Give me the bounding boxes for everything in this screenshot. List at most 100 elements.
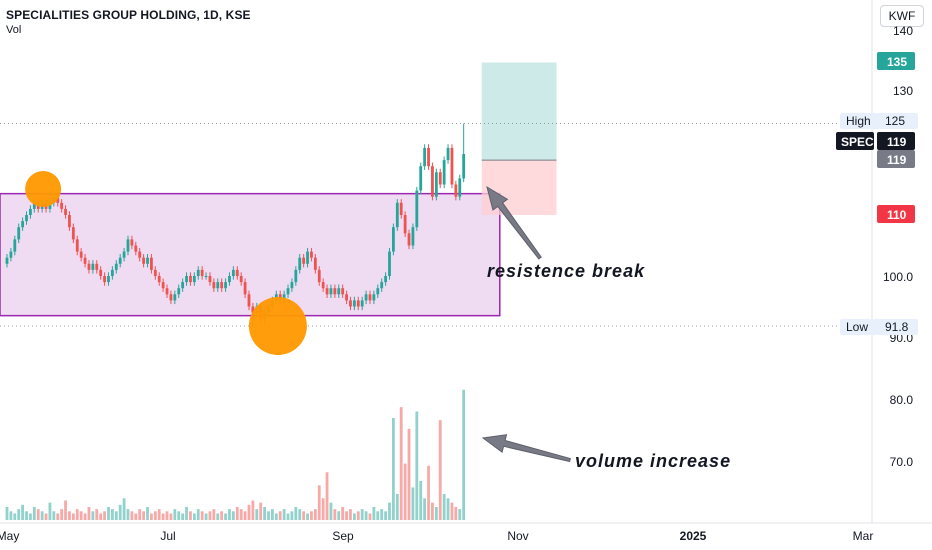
candle xyxy=(423,144,427,170)
candle-body xyxy=(130,239,134,246)
candle xyxy=(403,211,407,237)
candle-body xyxy=(29,208,32,215)
candle-body xyxy=(25,215,28,222)
candle-body xyxy=(79,251,83,258)
candle-body xyxy=(56,196,60,203)
candle xyxy=(294,266,298,286)
price-badge-prev: 119 xyxy=(877,150,915,168)
candle xyxy=(313,254,317,274)
candle-body xyxy=(17,227,21,240)
candle xyxy=(216,278,220,292)
volume-bar xyxy=(380,509,384,520)
volume-bar xyxy=(122,498,126,520)
candle xyxy=(157,272,161,286)
candle xyxy=(118,254,122,268)
candle-body xyxy=(177,288,181,295)
volume-bar xyxy=(220,511,224,520)
volume-bar xyxy=(212,509,216,520)
volume-bar xyxy=(360,509,364,520)
volume-bar xyxy=(337,511,341,520)
volume-bar xyxy=(298,509,302,520)
candle xyxy=(298,254,302,274)
badge-value: 110 xyxy=(887,208,907,222)
volume-bar xyxy=(286,513,290,520)
candle-body xyxy=(423,147,427,167)
candle-body xyxy=(446,147,450,161)
volume-bar xyxy=(68,511,71,520)
volume-bar xyxy=(317,485,321,520)
candle xyxy=(79,247,83,262)
volume-bar xyxy=(75,509,79,520)
candle xyxy=(165,284,169,298)
candle xyxy=(130,235,134,250)
volume-bar xyxy=(388,502,391,520)
candle-body xyxy=(450,147,454,185)
price-badge-high: High 125 xyxy=(840,113,918,129)
candle-body xyxy=(192,276,196,283)
volume-bar xyxy=(192,513,196,520)
y-tick-label: 100.0 xyxy=(883,270,913,284)
candle-body xyxy=(200,269,204,276)
volume-bar xyxy=(150,513,153,520)
volume-bar xyxy=(52,511,56,520)
candle xyxy=(181,278,185,292)
volume-bar xyxy=(419,480,423,520)
candle-body xyxy=(212,282,216,289)
volume-bar xyxy=(247,504,251,520)
candle xyxy=(21,217,25,231)
volume-bar xyxy=(395,493,399,520)
candle-body xyxy=(68,215,71,228)
x-tick-label: 2025 xyxy=(680,529,707,543)
volume-bar xyxy=(310,511,313,520)
volume-bar xyxy=(302,511,306,520)
volume-bar xyxy=(153,511,157,520)
candle xyxy=(458,174,462,201)
volume-bar xyxy=(9,511,13,520)
candle xyxy=(150,254,153,274)
volume-bar xyxy=(99,513,103,520)
candle-body xyxy=(337,288,341,295)
volume-bar xyxy=(243,511,247,520)
volume-bar xyxy=(185,506,188,520)
candle xyxy=(360,296,364,311)
candle xyxy=(427,144,430,170)
candle xyxy=(173,290,177,305)
volume-bar xyxy=(208,511,212,520)
badge-value: 119 xyxy=(887,153,907,167)
volume-bar xyxy=(364,511,368,520)
badge-bg xyxy=(877,132,915,150)
volume-bar xyxy=(321,498,325,520)
candle xyxy=(13,235,17,256)
badge-label: SPEC xyxy=(841,135,874,149)
volume-bar xyxy=(44,513,48,520)
volume-bar xyxy=(126,509,130,520)
volume-bar xyxy=(200,511,204,520)
candle-body xyxy=(321,282,325,289)
candle-body xyxy=(146,257,149,264)
volume-bar xyxy=(146,506,149,520)
volume-bar xyxy=(5,506,9,520)
candle-body xyxy=(204,276,208,277)
candle-body xyxy=(208,276,212,283)
candle-body xyxy=(239,276,243,283)
candle-body xyxy=(220,282,224,289)
volume-bar xyxy=(271,509,274,520)
volume-bar xyxy=(189,511,192,520)
volume-bar xyxy=(40,511,44,520)
candle-body xyxy=(395,202,399,228)
x-tick-label: Mar xyxy=(853,529,874,543)
candle-body xyxy=(150,257,153,270)
candle-body xyxy=(458,178,462,197)
arrow-shape xyxy=(486,185,542,260)
volume-bar xyxy=(423,498,427,520)
candle-body xyxy=(87,263,91,270)
currency-button[interactable]: KWF xyxy=(880,5,924,27)
candle xyxy=(95,260,99,274)
volume-bar xyxy=(446,498,450,520)
candle-body xyxy=(345,294,348,301)
volume-bar xyxy=(274,513,278,520)
volume-bar xyxy=(345,511,348,520)
candle-body xyxy=(333,288,337,295)
volume-bar xyxy=(239,509,243,520)
